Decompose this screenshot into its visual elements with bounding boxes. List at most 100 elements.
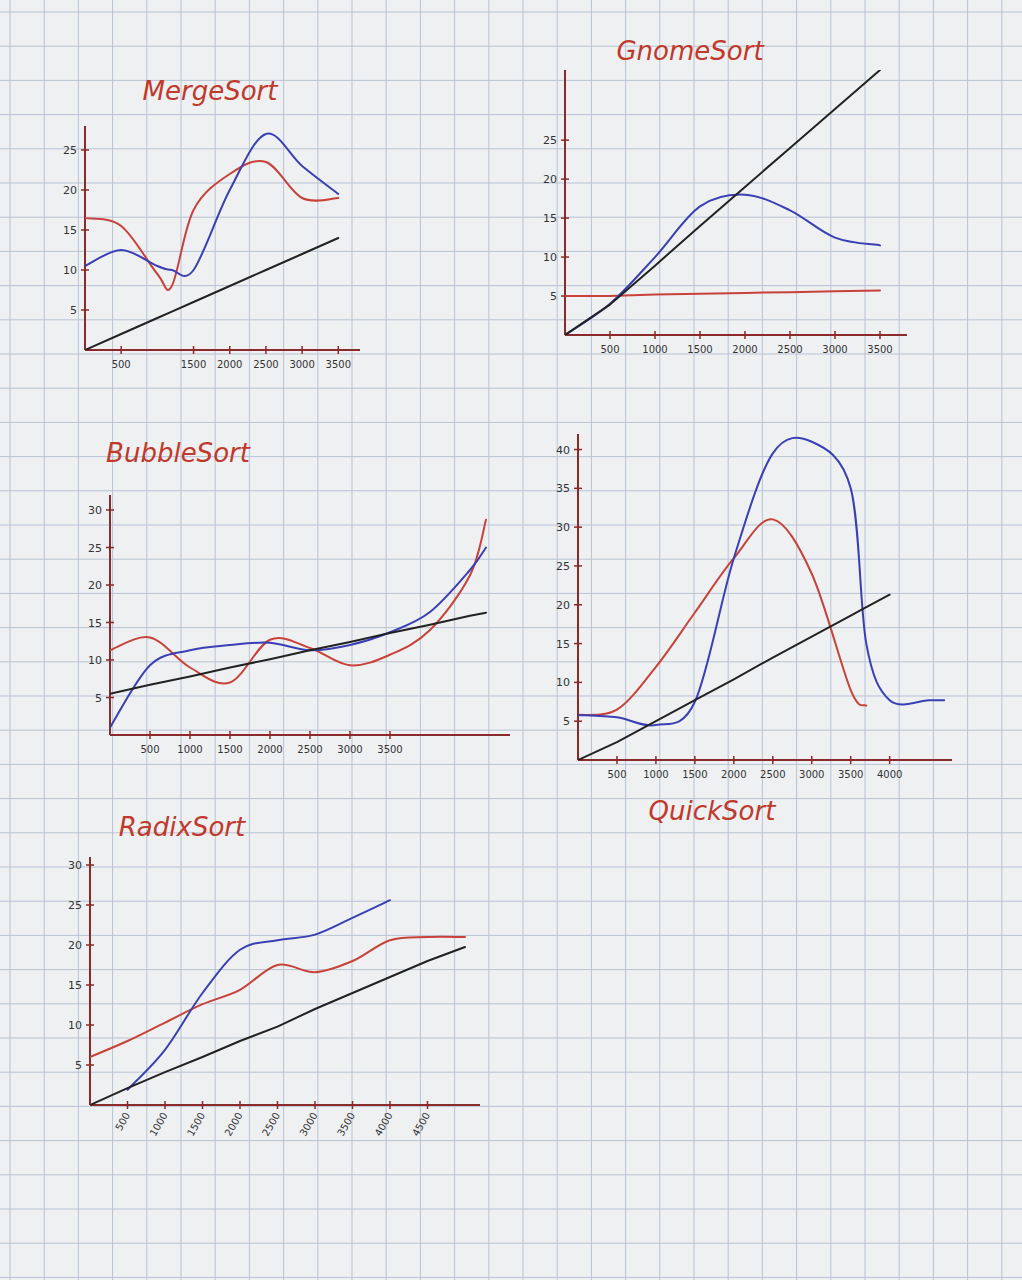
paper-line (659, 0, 660, 1280)
paper-line (0, 285, 1022, 286)
paper-line (454, 0, 455, 1280)
x-tick-label: 4000 (877, 769, 902, 780)
paper-line (10, 0, 11, 1280)
paper-line (694, 0, 695, 1280)
x-tick (127, 1101, 129, 1109)
paper-line (0, 935, 1022, 936)
y-axis (84, 126, 86, 350)
paper-line (181, 0, 182, 1280)
x-tick (202, 1101, 204, 1109)
y-tick (86, 984, 94, 986)
x-tick (314, 1101, 316, 1109)
x-tick (654, 331, 656, 339)
paper-line (0, 490, 1022, 491)
y-tick-label: 30 (88, 504, 102, 517)
y-tick (574, 643, 582, 645)
y-tick (81, 269, 89, 271)
x-tick (189, 731, 191, 739)
x-tick (772, 756, 774, 764)
x-tick (655, 756, 657, 764)
paper-line (0, 1174, 1022, 1175)
series-line (110, 548, 486, 728)
y-tick (574, 488, 582, 490)
paper-line (146, 0, 147, 1280)
x-tick (850, 756, 852, 764)
x-tick (389, 1101, 391, 1109)
y-tick-label: 5 (75, 1059, 82, 1072)
paper-line (0, 388, 1022, 389)
y-tick (561, 139, 569, 141)
paper-line (352, 0, 353, 1280)
series-line (565, 195, 880, 335)
x-tick (352, 1101, 354, 1109)
x-tick (164, 1101, 166, 1109)
paper-line (967, 0, 968, 1280)
plot-area (110, 520, 486, 728)
y-tick (574, 720, 582, 722)
x-tick-label: 2500 (253, 359, 278, 370)
y-axis (577, 434, 579, 760)
plot-area (565, 70, 880, 335)
paper-line (1001, 0, 1002, 1280)
paper-line (78, 0, 79, 1280)
paper-line (215, 0, 216, 1280)
y-tick-label: 25 (556, 560, 570, 573)
paper-line (0, 1072, 1022, 1073)
x-tick-label: 3500 (377, 744, 402, 755)
y-tick-label: 35 (556, 482, 570, 495)
x-tick (834, 331, 836, 339)
x-tick (744, 331, 746, 339)
x-tick-label: 2000 (217, 359, 242, 370)
x-tick (811, 756, 813, 764)
paper-line (0, 148, 1022, 149)
x-tick (427, 1101, 429, 1109)
y-tick (574, 604, 582, 606)
paper-line (728, 0, 729, 1280)
paper-line (420, 0, 421, 1280)
y-tick-label: 20 (543, 173, 557, 186)
x-tick-label: 3500 (335, 1111, 357, 1139)
x-tick (609, 331, 611, 339)
chart: RadixSort5101520253050010001500200025003… (68, 812, 480, 1138)
y-tick-label: 30 (68, 859, 82, 872)
x-tick-label: 4000 (372, 1111, 394, 1139)
paper-line (0, 422, 1022, 423)
x-tick-label: 2500 (260, 1111, 282, 1139)
y-tick (86, 1024, 94, 1026)
paper-line (0, 217, 1022, 218)
chart: MergeSort5101520255001500200025003000350… (63, 76, 360, 370)
x-tick (733, 756, 735, 764)
x-tick-label: 2000 (732, 344, 757, 355)
x-tick-label: 3500 (867, 344, 892, 355)
x-tick-label: 3000 (297, 1111, 319, 1139)
y-tick (106, 547, 114, 549)
y-tick-label: 20 (88, 579, 102, 592)
series-line (565, 291, 880, 296)
y-tick (106, 622, 114, 624)
x-tick-label: 3000 (289, 359, 314, 370)
y-tick-label: 15 (68, 979, 82, 992)
paper-line (0, 867, 1022, 868)
series-line (85, 238, 338, 350)
chart-title: GnomeSort (616, 36, 764, 66)
x-axis (85, 349, 360, 351)
x-tick (269, 731, 271, 739)
y-tick (81, 189, 89, 191)
series-line (128, 900, 391, 1090)
x-axis (565, 334, 907, 336)
paper-line (0, 730, 1022, 731)
x-tick-label: 500 (140, 744, 159, 755)
x-tick-label: 500 (600, 344, 619, 355)
x-tick-label: 1500 (181, 359, 206, 370)
x-tick-label: 1500 (682, 769, 707, 780)
x-tick-label: 2500 (760, 769, 785, 780)
paper (0, 0, 1022, 1280)
x-tick-label: 3000 (337, 744, 362, 755)
y-tick-label: 10 (63, 264, 77, 277)
plot-area (578, 438, 944, 760)
x-tick (889, 756, 891, 764)
y-tick-label: 10 (556, 676, 570, 689)
y-axis (109, 495, 111, 735)
y-tick (561, 178, 569, 180)
x-tick (149, 731, 151, 739)
